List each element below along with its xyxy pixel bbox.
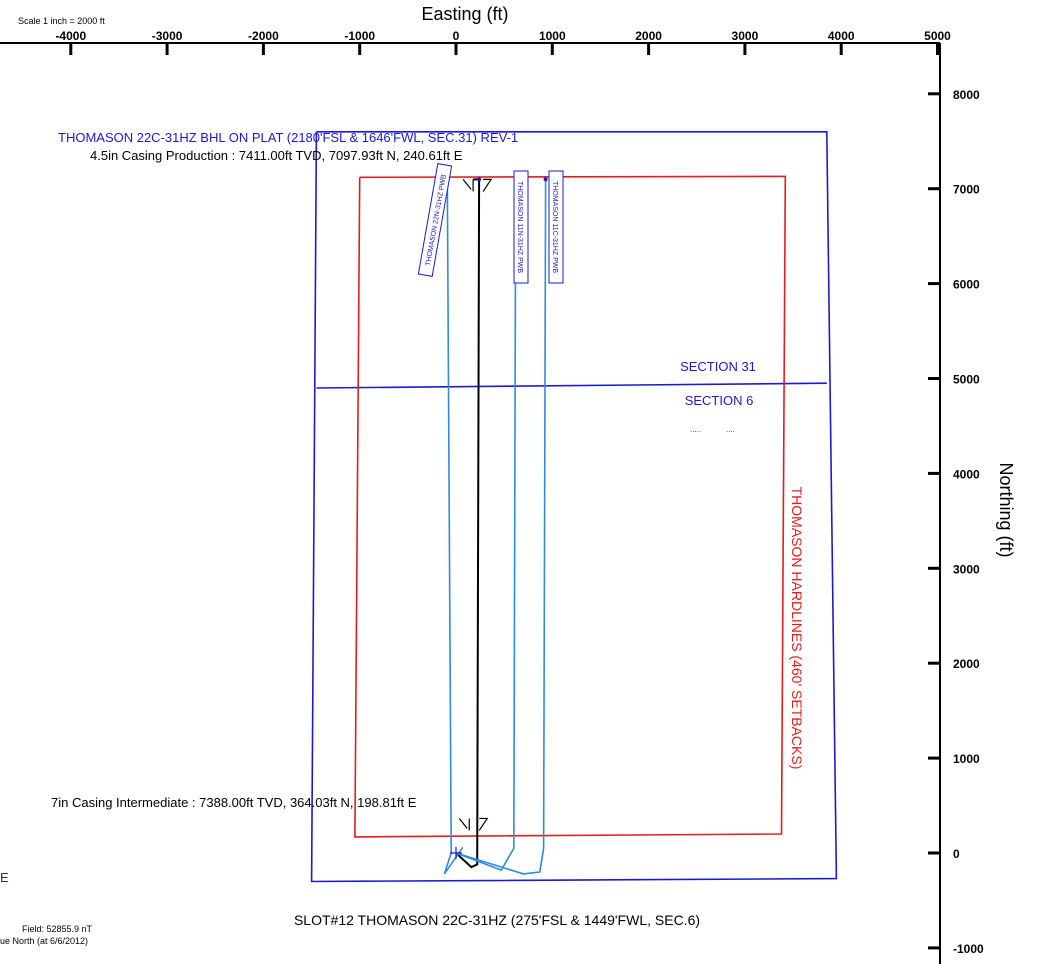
x-ticks: -4000 -3000 -2000 -1000 0 1000 2000 3000 4000 500… [55, 29, 951, 55]
section-lines-line-1 [316, 382, 827, 389]
thomason-hardlines-460-setbacks-line-0 [354, 175, 787, 838]
pwb-label-11c-box [548, 170, 564, 284]
casing-intermediate-label: 7in Casing Intermediate : 7388.00ft TVD,… [51, 795, 417, 810]
section-6-dots-b: .... [726, 425, 735, 434]
y-tick-label: 4000 [953, 467, 980, 481]
pwb-label-11c-text: THOMASON 11C-31HZ PWB [551, 181, 558, 273]
section-31-label: SECTION 31 [680, 359, 756, 374]
scale-note: Scale 1 inch = 2000 ft [18, 16, 105, 26]
casing-markers [446, 175, 548, 859]
y-tick-label: 3000 [953, 562, 980, 576]
thomason-11c-31hz-pwb-line-0 [455, 179, 547, 875]
pwb-label-11c: THOMASON 11C-31HZ PWB [548, 170, 564, 284]
y-tick-label: 1000 [953, 752, 980, 766]
section-6-dots-a: ..... [690, 425, 701, 434]
x-axis-title: Easting (ft) [421, 4, 508, 24]
x-tick-label: 0 [453, 29, 460, 43]
pwb-label-22n-box [417, 163, 453, 277]
true-north-label: ue North (at 6/6/2012) [0, 936, 88, 946]
hardlines-label: THOMASON HARDLINES (460' SETBACKS) [789, 487, 805, 770]
x-tick-label: -4000 [55, 29, 86, 43]
annotations: THOMASON 22C-31HZ BHL ON PLAT (2180'FSL … [0, 130, 805, 946]
y-tick-label: 2000 [953, 657, 980, 671]
x-tick-label: 3000 [732, 29, 759, 43]
thomason-22n-31hz-pwb-line-0 [443, 176, 464, 875]
casing-shoe-marker-1 [462, 178, 493, 192]
x-tick-label: 1000 [539, 29, 566, 43]
x-tick-label: 5000 [924, 29, 951, 43]
x-tick-label: -2000 [248, 29, 279, 43]
thomason-22c-31hz-line-0 [455, 179, 481, 869]
pwb-label-11n-text: THOMASON 11N-31HZ PWB [516, 181, 523, 273]
y-axis-title: Northing (ft) [996, 462, 1016, 557]
y-tick-label: -1000 [953, 942, 984, 956]
bhl-plat-label: THOMASON 22C-31HZ BHL ON PLAT (2180'FSL … [58, 130, 518, 145]
y-ticks: 8000 7000 6000 5000 4000 3000 2000 1000 0 -1000 [928, 88, 984, 956]
y-tick-label: 5000 [953, 373, 980, 387]
toe-point-1 [477, 177, 482, 182]
section-6-label: SECTION 6 [685, 393, 754, 408]
field-label: Field: 52855.9 nT [22, 924, 93, 934]
x-tick-label: 2000 [635, 29, 662, 43]
y-tick-label: 6000 [953, 278, 980, 292]
slot-marker [450, 847, 462, 859]
x-tick-label: 4000 [828, 29, 855, 43]
pwb-label-11n: THOMASON 11N-31HZ PWB [513, 170, 529, 284]
pwb-label-11n-box [513, 170, 529, 284]
y-tick-label: 0 [953, 847, 960, 861]
casing-production-label: 4.5in Casing Production : 7411.00ft TVD,… [90, 148, 463, 163]
x-tick-label: -3000 [152, 29, 183, 43]
edge-mark: E [0, 870, 9, 885]
x-tick-label: -1000 [344, 29, 375, 43]
x-axis: -4000 -3000 -2000 -1000 0 1000 2000 3000 4000 500… [0, 4, 951, 55]
pwb-label-22n: THOMASON 22N-31HZ PWB [417, 163, 453, 277]
y-tick-label: 7000 [953, 183, 980, 197]
toe-point-3 [543, 177, 548, 182]
y-axis: 8000 7000 6000 5000 4000 3000 2000 1000 0 -1000 N… [928, 43, 1016, 964]
thomason-11n-31hz-pwb-line-0 [455, 179, 517, 872]
y-tick-label: 8000 [953, 88, 980, 102]
casing-shoe-marker-0 [458, 817, 489, 831]
section-lines-line-0 [310, 131, 838, 883]
series-layer [310, 131, 838, 883]
slot-label: SLOT#12 THOMASON 22C-31HZ (275'FSL & 144… [294, 912, 700, 928]
